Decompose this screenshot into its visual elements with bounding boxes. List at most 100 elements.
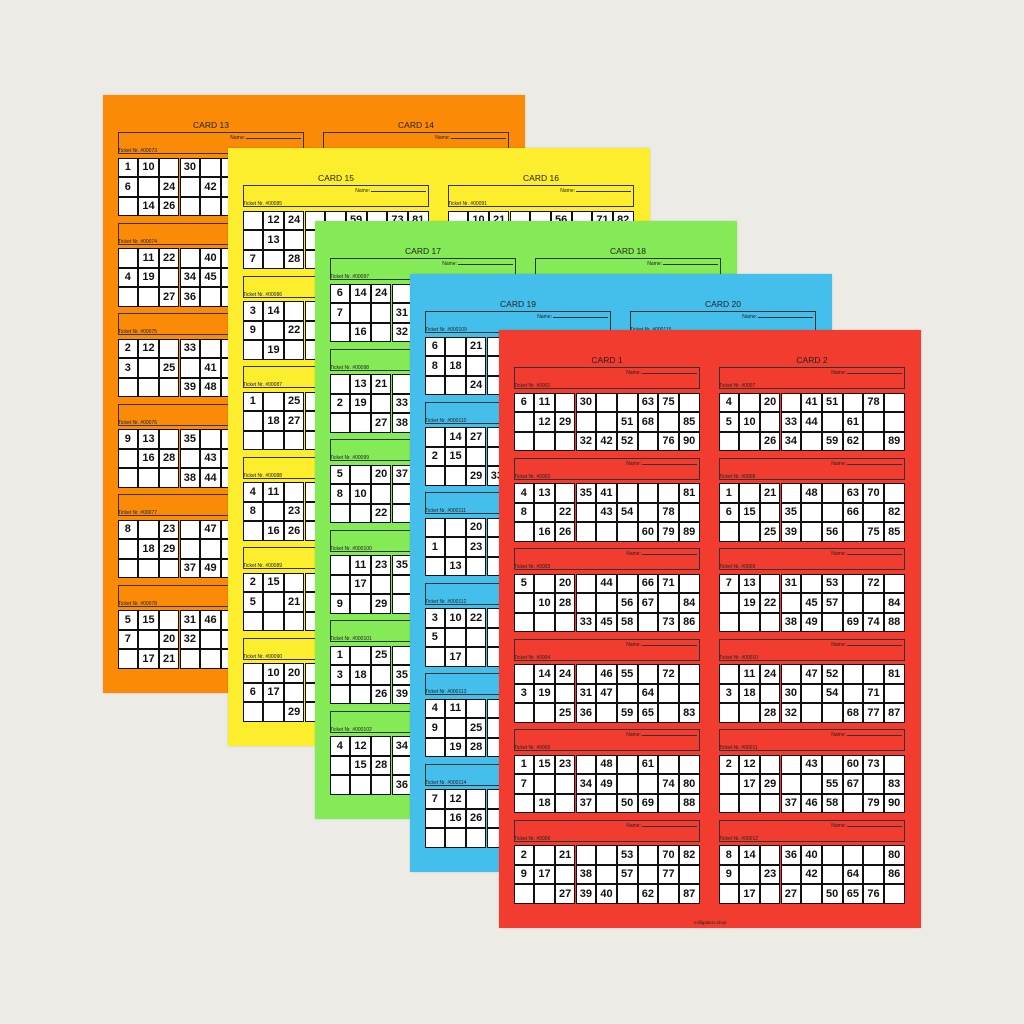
bingo-cell [842,593,864,613]
bingo-cell: 72 [863,573,884,593]
bingo-cell: 22 [370,503,392,523]
bingo-cell: 69 [637,793,659,813]
bingo-cell [283,230,305,250]
bingo-cell: 3 [513,683,535,703]
bingo-cell [863,431,884,451]
bingo-cell: 7 [242,249,264,269]
bingo-cell [780,392,802,412]
bingo-cell: 23 [759,864,781,884]
bingo-cell: 12 [534,412,555,432]
bingo-cell: 1 [513,754,535,774]
bingo-cell: 1 [424,537,446,557]
bingo-cell: 41 [200,358,221,378]
bingo-cell [616,774,638,794]
bingo-cell: 85 [678,412,700,432]
bingo-cell: 8 [424,356,446,376]
bingo-cell [424,737,446,757]
bingo-cell [158,157,180,177]
bingo-cell: 20 [158,629,180,649]
bingo-cell: 16 [350,322,371,342]
bingo-cell: 5 [424,627,446,647]
bingo-cell: 7 [513,774,535,794]
ticket-number: Ticket Nr. #0003 [514,564,551,570]
bingo-cell: 15 [350,755,371,775]
bingo-cell: 12 [445,789,466,809]
bingo-cell: 26 [158,196,180,216]
bingo-cell [263,501,284,521]
ticket-number: Ticket Nr. #0006 [514,835,551,842]
bingo-cell: 49 [596,774,617,794]
bingo-cell [158,338,180,358]
bingo-cell [263,391,284,411]
bingo-cell: 25 [759,522,781,542]
bingo-cell [759,884,781,904]
card-title: CARD 18 [610,246,646,256]
bingo-cell [554,612,576,632]
bingo-cell: 75 [863,522,884,542]
bingo-cell [370,393,392,413]
bingo-cell [658,884,679,904]
bingo-cell: 39 [575,884,597,904]
bingo-cell [263,611,284,631]
bingo-cell [424,808,446,828]
bingo-cell: 42 [801,864,822,884]
bingo-cell [554,483,576,503]
bingo-cell: 29 [759,774,781,794]
bingo-cell [842,683,864,703]
bingo-cell [534,845,555,865]
bingo-cell [780,774,802,794]
bingo-cell [534,502,555,522]
bingo-cell: 39 [179,377,201,397]
bingo-cell [637,612,659,632]
bingo-cell: 48 [801,483,822,503]
bingo-cell [739,793,760,813]
bingo-cell: 40 [801,845,822,865]
bingo-cell: 49 [801,612,822,632]
bingo-cell [616,573,638,593]
bingo-cell [801,431,822,451]
bingo-cell [513,412,535,432]
bingo-cell [200,196,221,216]
bingo-cell [138,629,159,649]
bingo-cell: 39 [780,522,802,542]
name-box: Name: [514,457,700,480]
bingo-cell [739,522,760,542]
bingo-cell [350,464,371,484]
bingo-cell: 17 [534,864,555,884]
name-label: Name: [831,823,902,829]
bingo-cell: 28 [283,249,305,269]
bingo-cell: 27 [780,884,802,904]
bingo-cell [596,703,617,723]
bingo-cell: 55 [821,774,843,794]
ticket-number: Ticket Nr. #000109 [425,327,467,333]
bingo-cell: 23 [554,754,576,774]
bingo-cell: 9 [117,429,139,449]
bingo-cell: 64 [842,864,864,884]
bingo-cell [350,413,371,433]
bingo-cell: 6 [117,177,139,197]
bingo-cell: 23 [158,519,180,539]
bingo-cell [138,377,159,397]
bingo-cell: 89 [678,522,700,542]
bingo-cell: 64 [637,683,659,703]
bingo-cell: 62 [842,431,864,451]
bingo-cell: 5 [329,464,351,484]
bingo-cell: 25 [283,391,305,411]
bingo-cell: 28 [759,703,781,723]
bingo-cell [350,503,371,523]
name-label: Name: [831,642,902,648]
ticket-number: Ticket Nr. #00078 [118,600,158,607]
bingo-cell: 26 [370,684,392,704]
bingo-cell: 43 [596,502,617,522]
bingo-cell [883,683,905,703]
bingo-cell [678,683,700,703]
bingo-cell: 58 [821,793,843,813]
bingo-cell [513,522,535,542]
bingo-cell: 29 [465,466,487,486]
bingo-cell [350,645,371,665]
bingo-cell [575,664,597,684]
bingo-cell [863,774,884,794]
bingo-cell [883,754,905,774]
bingo-cell [329,503,351,523]
bingo-cell [138,358,159,378]
